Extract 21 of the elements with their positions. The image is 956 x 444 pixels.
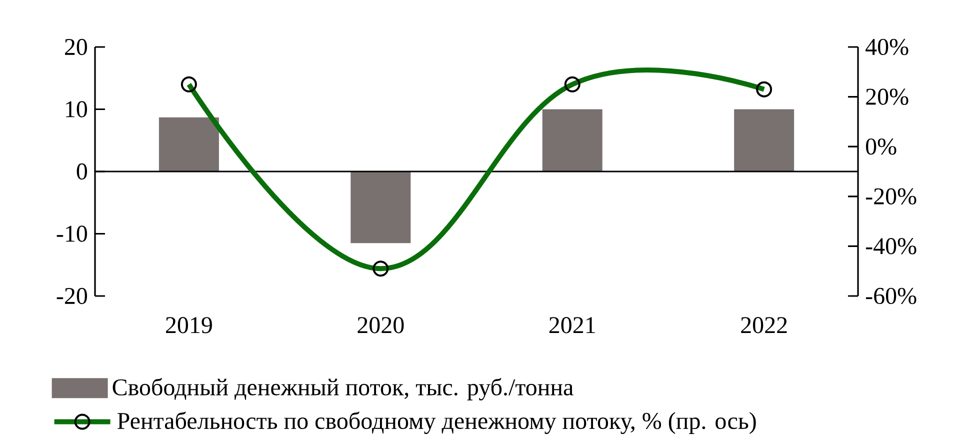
bar — [542, 109, 602, 172]
y2-tick-label: -60% — [866, 288, 916, 304]
legend-label: Рентабельность по свободному денежному потоку, % (пр. ось) — [117, 412, 756, 434]
y-tick-label: 0 — [76, 163, 88, 180]
bar — [158, 117, 219, 172]
y2-tick-label: 20% — [866, 88, 908, 105]
bar — [734, 109, 794, 172]
bar — [350, 171, 411, 244]
y2-tick-label: 0% — [866, 138, 896, 155]
y2-tick-label: 40% — [866, 38, 908, 56]
x-tick-label: 2019 — [166, 317, 212, 334]
x-tick-label: 2022 — [741, 317, 787, 334]
y2-tick-label: -40% — [866, 238, 916, 254]
x-tick-label: 2021 — [549, 317, 595, 334]
y-tick-label: -20 — [56, 288, 88, 304]
y2-tick-label: -20% — [866, 188, 916, 205]
y-tick-label: -10 — [56, 226, 88, 242]
x-tick-label: 2020 — [358, 317, 404, 334]
legend-label: Свободный денежный поток, тыс. руб./тонна — [112, 378, 574, 400]
y-tick-label: 20 — [65, 38, 88, 56]
y-tick-label: 10 — [66, 101, 88, 118]
